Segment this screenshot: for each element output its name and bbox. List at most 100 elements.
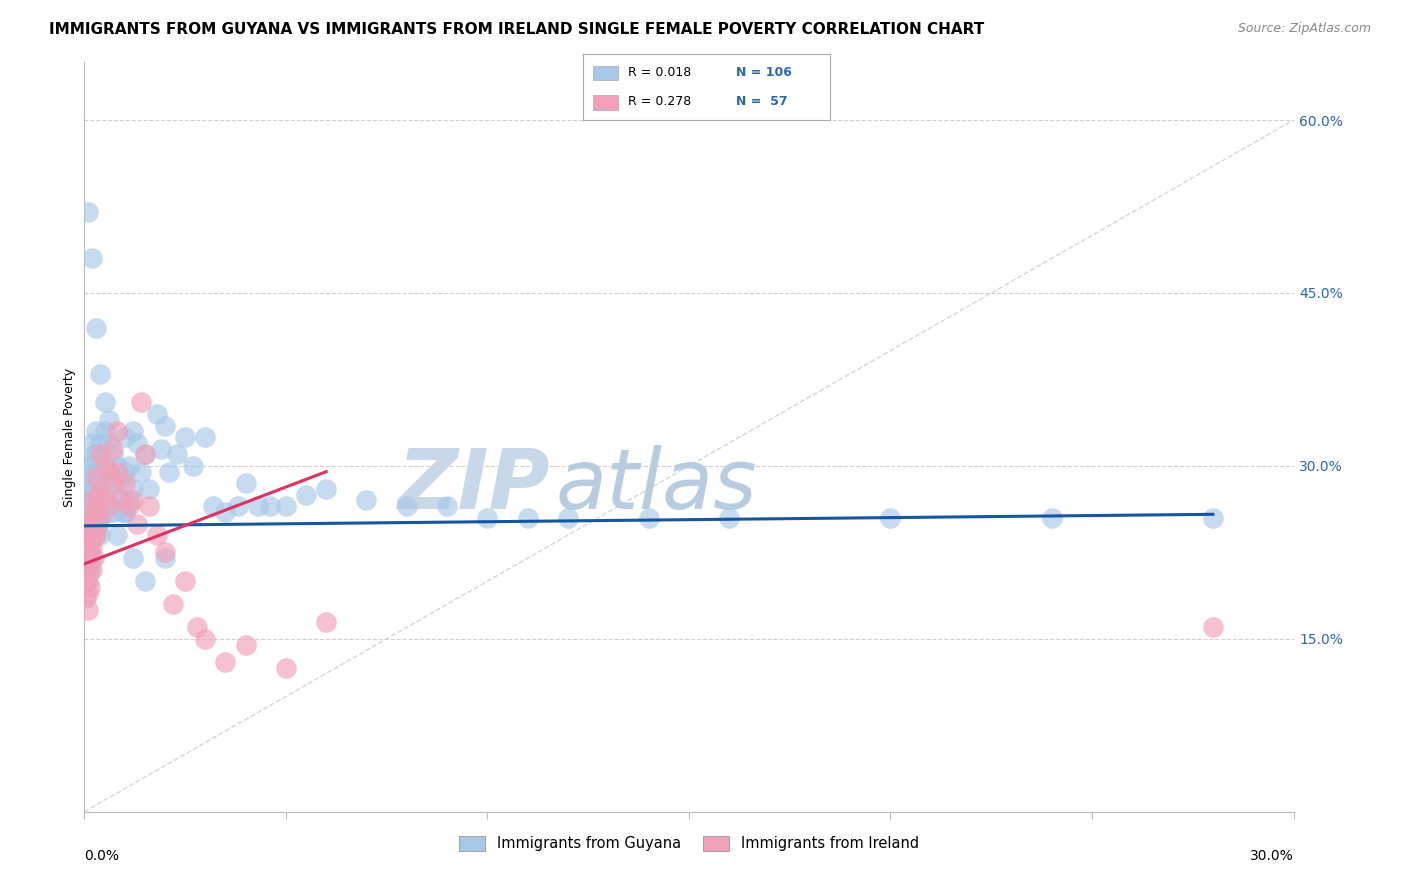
- Point: [77, 482, 100, 496]
- Point: [87, 482, 110, 496]
- Point: [83, 505, 105, 519]
- Point: [157, 465, 180, 479]
- Point: [75, 574, 97, 589]
- Point: [436, 500, 458, 514]
- Point: [134, 447, 156, 461]
- Point: [77, 205, 100, 219]
- Point: [153, 551, 176, 566]
- Point: [93, 493, 115, 508]
- Y-axis label: Single Female Poverty: Single Female Poverty: [63, 368, 76, 507]
- Point: [82, 528, 104, 542]
- Point: [516, 510, 538, 524]
- Point: [89, 447, 111, 461]
- Point: [114, 505, 136, 519]
- Point: [77, 603, 100, 617]
- Point: [101, 476, 124, 491]
- Point: [76, 522, 98, 536]
- Point: [101, 442, 124, 456]
- Point: [89, 482, 111, 496]
- Point: [202, 500, 225, 514]
- Text: atlas: atlas: [555, 445, 758, 526]
- Point: [114, 505, 136, 519]
- Point: [79, 493, 101, 508]
- Point: [105, 425, 128, 439]
- Text: N =  57: N = 57: [737, 95, 787, 108]
- Point: [879, 510, 901, 524]
- Point: [77, 574, 100, 589]
- Point: [101, 476, 124, 491]
- Point: [274, 500, 297, 514]
- Point: [105, 488, 128, 502]
- Legend: Immigrants from Guyana, Immigrants from Ireland: Immigrants from Guyana, Immigrants from …: [453, 830, 925, 857]
- Point: [77, 568, 100, 582]
- Point: [77, 551, 100, 566]
- Point: [91, 493, 114, 508]
- Point: [138, 500, 160, 514]
- Point: [93, 458, 115, 473]
- Point: [356, 493, 378, 508]
- Point: [194, 632, 217, 646]
- Point: [194, 430, 217, 444]
- Point: [79, 557, 101, 571]
- Point: [718, 510, 741, 524]
- Point: [79, 540, 101, 554]
- Point: [101, 505, 124, 519]
- Point: [114, 465, 136, 479]
- Point: [235, 638, 257, 652]
- Point: [110, 505, 132, 519]
- Point: [174, 574, 197, 589]
- Point: [181, 458, 204, 473]
- Point: [82, 551, 104, 566]
- Point: [76, 516, 98, 531]
- Point: [75, 557, 97, 571]
- Text: N = 106: N = 106: [737, 66, 792, 78]
- Point: [315, 482, 337, 496]
- Point: [146, 528, 169, 542]
- Point: [121, 551, 143, 566]
- Text: R = 0.278: R = 0.278: [627, 95, 690, 108]
- Point: [259, 500, 281, 514]
- Point: [162, 597, 184, 611]
- Point: [75, 540, 97, 554]
- Point: [118, 500, 141, 514]
- Point: [89, 510, 111, 524]
- Point: [82, 252, 104, 266]
- Point: [93, 493, 115, 508]
- Point: [138, 482, 160, 496]
- Point: [82, 482, 104, 496]
- Point: [82, 435, 104, 450]
- Point: [89, 493, 111, 508]
- Point: [121, 482, 143, 496]
- Point: [86, 528, 108, 542]
- Point: [82, 458, 104, 473]
- Point: [77, 505, 100, 519]
- Point: [87, 516, 110, 531]
- Point: [125, 435, 148, 450]
- Point: [246, 500, 269, 514]
- Text: Source: ZipAtlas.com: Source: ZipAtlas.com: [1237, 22, 1371, 36]
- Point: [79, 563, 101, 577]
- Point: [86, 505, 108, 519]
- Point: [226, 500, 249, 514]
- Point: [105, 470, 128, 484]
- Point: [118, 493, 141, 508]
- Point: [83, 551, 105, 566]
- Point: [86, 528, 108, 542]
- Point: [83, 493, 105, 508]
- Point: [153, 545, 176, 559]
- Point: [129, 465, 152, 479]
- Text: R = 0.018: R = 0.018: [627, 66, 690, 78]
- Text: IMMIGRANTS FROM GUYANA VS IMMIGRANTS FROM IRELAND SINGLE FEMALE POVERTY CORRELAT: IMMIGRANTS FROM GUYANA VS IMMIGRANTS FRO…: [49, 22, 984, 37]
- Point: [146, 407, 169, 421]
- Text: ZIP: ZIP: [398, 445, 550, 526]
- Point: [89, 528, 111, 542]
- Point: [82, 563, 104, 577]
- Point: [1202, 510, 1225, 524]
- Point: [97, 465, 120, 479]
- Point: [1202, 620, 1225, 634]
- Point: [186, 620, 208, 634]
- Point: [83, 516, 105, 531]
- Text: 30.0%: 30.0%: [1250, 849, 1294, 863]
- Point: [82, 540, 104, 554]
- Point: [75, 522, 97, 536]
